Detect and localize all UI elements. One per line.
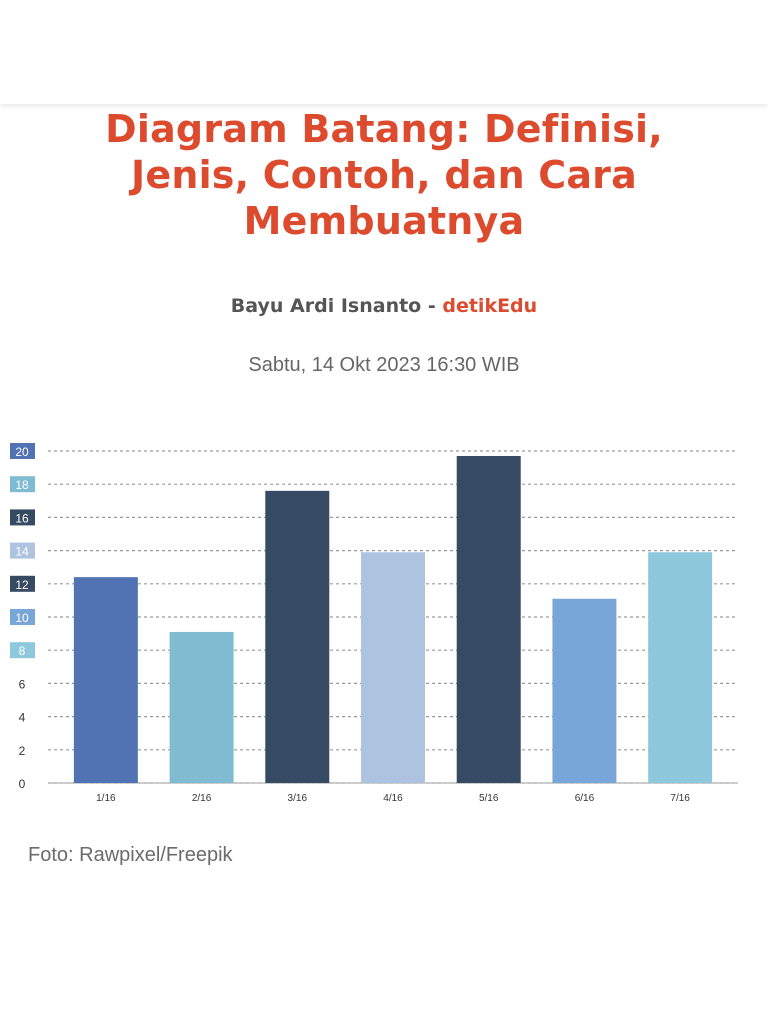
ytick-badge-10	[10, 609, 35, 625]
author-name[interactable]: Bayu Ardi Isnanto	[230, 295, 422, 317]
byline-separator: -	[421, 295, 443, 317]
xtick-label-7-16: 7/16	[670, 793, 690, 804]
ytick-label-4: 4	[19, 711, 26, 725]
bar-1-16	[73, 577, 138, 783]
top-navigation-bar	[0, 0, 768, 104]
xtick-label-5-16: 5/16	[479, 793, 499, 804]
bar-6-16	[552, 598, 617, 783]
ytick-label-16: 16	[15, 511, 29, 525]
ytick-label-2: 2	[19, 744, 26, 758]
source-link[interactable]: detikEdu	[442, 295, 538, 317]
ytick-label-0: 0	[19, 777, 26, 791]
ytick-label-20: 20	[15, 445, 29, 459]
bar-7-16	[648, 552, 713, 783]
article-image-bar-chart: 0 2 4 6 8 10 12 14 16 18 20 1/16 2/16 3/16 4/16 5/16 6/1…	[0, 430, 768, 820]
ytick-badge-20	[10, 443, 35, 459]
bar-3-16	[265, 490, 330, 783]
ytick-badge-14	[10, 542, 35, 559]
xtick-label-2-16: 2/16	[192, 793, 212, 804]
xtick-label-6-16: 6/16	[575, 793, 595, 804]
article-byline: Bayu Ardi Isnanto - detikEdu	[0, 293, 768, 319]
ytick-label-18: 18	[15, 478, 29, 492]
bar-chart: 0 2 4 6 8 10 12 14 16 18 20 1/16 2/16 3/16 4/16 5/16 6/1…	[10, 443, 738, 804]
ytick-badge-16	[10, 509, 35, 526]
publish-timestamp: Sabtu, 14 Okt 2023 16:30 WIB	[248, 354, 520, 376]
bar-4-16	[361, 552, 425, 783]
ytick-badge-18	[10, 476, 35, 493]
bar-2-16	[169, 631, 234, 783]
ytick-label-12: 12	[15, 578, 29, 592]
ytick-label-8: 8	[19, 644, 26, 658]
ytick-label-6: 6	[19, 677, 26, 691]
ytick-label-14: 14	[15, 545, 29, 559]
ytick-badge-8	[10, 642, 35, 659]
ytick-label-10: 10	[15, 611, 29, 625]
xtick-label-1-16: 1/16	[96, 793, 116, 804]
article-title: Diagram Batang: Definisi, Jenis, Contoh,…	[105, 107, 663, 243]
bar-5-16	[456, 455, 521, 783]
photo-caption: Foto: Rawpixel/Freepik	[28, 844, 233, 866]
xtick-label-3-16: 3/16	[288, 793, 308, 804]
ytick-badge-12	[10, 575, 35, 592]
xtick-label-4-16: 4/16	[383, 793, 403, 804]
